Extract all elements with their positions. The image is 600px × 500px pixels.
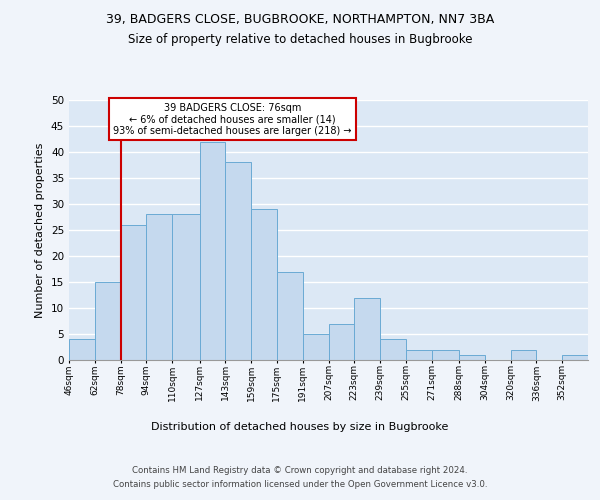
Bar (226, 162, 251, 360)
Text: Contains public sector information licensed under the Open Government Licence v3: Contains public sector information licen… (113, 480, 487, 489)
Bar (146, 214, 172, 360)
Bar (380, 339, 406, 360)
Text: Contains HM Land Registry data © Crown copyright and database right 2024.: Contains HM Land Registry data © Crown c… (132, 466, 468, 475)
Bar (172, 214, 200, 360)
Bar (511, 350, 536, 360)
Bar (200, 142, 226, 360)
Bar (329, 324, 354, 360)
Bar (354, 298, 380, 360)
Bar (459, 355, 485, 360)
Bar (95, 282, 121, 360)
Text: 39, BADGERS CLOSE, BUGBROOKE, NORTHAMPTON, NN7 3BA: 39, BADGERS CLOSE, BUGBROOKE, NORTHAMPTO… (106, 12, 494, 26)
Text: Size of property relative to detached houses in Bugbrooke: Size of property relative to detached ho… (128, 32, 472, 46)
Bar (251, 209, 277, 360)
Y-axis label: Number of detached properties: Number of detached properties (35, 142, 46, 318)
Bar (121, 225, 146, 360)
Bar (303, 334, 329, 360)
Bar (562, 355, 588, 360)
Bar (431, 350, 459, 360)
Bar (406, 350, 431, 360)
Bar (277, 272, 303, 360)
Text: 39 BADGERS CLOSE: 76sqm
← 6% of detached houses are smaller (14)
93% of semi-det: 39 BADGERS CLOSE: 76sqm ← 6% of detached… (113, 102, 352, 136)
Bar (69, 339, 95, 360)
Text: Distribution of detached houses by size in Bugbrooke: Distribution of detached houses by size … (151, 422, 449, 432)
